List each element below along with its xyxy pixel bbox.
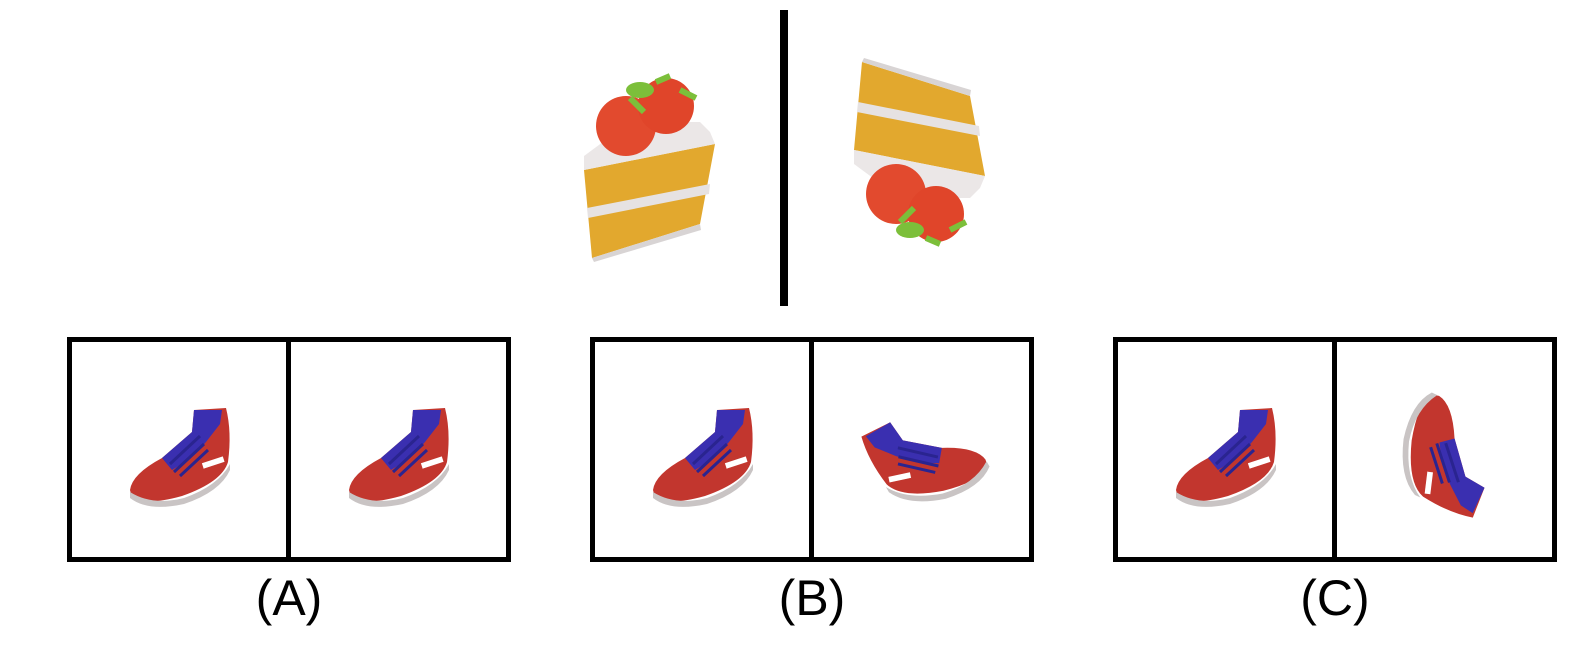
sneaker-icon xyxy=(128,406,232,509)
option-b-left-panel xyxy=(595,342,809,557)
option-c-right-panel xyxy=(1337,342,1551,557)
sneaker-icon xyxy=(651,406,755,509)
option-c-label: (C) xyxy=(1300,570,1370,626)
option-b-right-panel xyxy=(814,342,1028,557)
option-a-right-panel xyxy=(291,342,505,557)
option-b[interactable] xyxy=(590,337,1034,562)
option-c-left-panel xyxy=(1118,342,1332,557)
sneaker-rotated-icon xyxy=(1379,387,1515,523)
option-divider xyxy=(809,337,814,562)
sneaker-icon xyxy=(347,406,451,509)
cake-slice-rotated-icon xyxy=(835,50,1005,260)
sneaker-icon xyxy=(1174,406,1278,509)
example-divider xyxy=(780,10,788,306)
option-a[interactable] xyxy=(67,337,511,562)
sneaker-rotated-icon xyxy=(856,387,996,526)
option-a-left-panel xyxy=(72,342,286,557)
cake-slice-icon xyxy=(570,60,730,270)
option-divider xyxy=(286,337,291,562)
option-b-label: (B) xyxy=(778,570,846,626)
option-divider xyxy=(1332,337,1337,562)
option-c[interactable] xyxy=(1113,337,1557,562)
option-a-label: (A) xyxy=(255,570,323,626)
